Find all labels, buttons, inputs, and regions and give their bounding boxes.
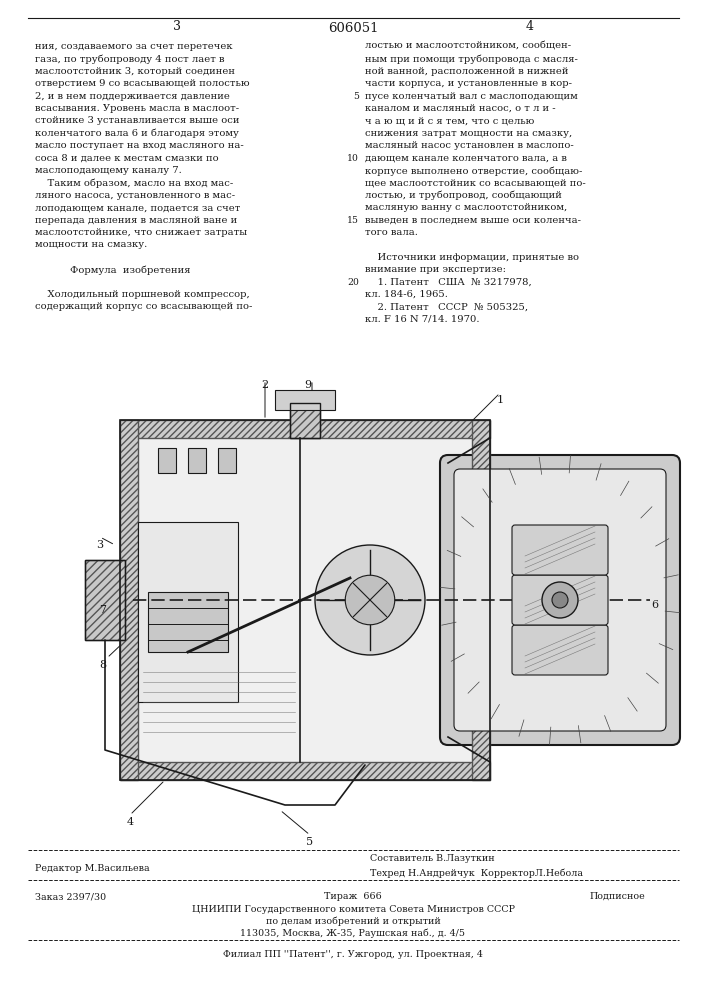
Text: ЦНИИПИ Государственного комитета Совета Министров СССР: ЦНИИПИ Государственного комитета Совета … <box>192 905 515 914</box>
Text: кл. F 16 N 7/14. 1970.: кл. F 16 N 7/14. 1970. <box>365 315 479 324</box>
Text: 15: 15 <box>347 216 359 225</box>
Text: 606051: 606051 <box>328 22 378 35</box>
Text: маслоподающему каналу 7.: маслоподающему каналу 7. <box>35 166 182 175</box>
Text: ным при помощи трубопровода с масля-: ным при помощи трубопровода с масля- <box>365 54 578 64</box>
Text: Источники информации, принятые во: Источники информации, принятые во <box>365 253 579 262</box>
Circle shape <box>542 582 578 618</box>
Text: 3: 3 <box>96 540 103 550</box>
Text: 7: 7 <box>100 605 107 615</box>
Text: кл. 184-6, 1965.: кл. 184-6, 1965. <box>365 290 448 299</box>
Bar <box>472 420 490 780</box>
Text: корпусе выполнено отверстие, сообщаю-: корпусе выполнено отверстие, сообщаю- <box>365 166 583 176</box>
FancyBboxPatch shape <box>512 625 608 675</box>
Text: перепада давления в масляной ване и: перепада давления в масляной ване и <box>35 216 238 225</box>
Text: 2: 2 <box>262 380 269 390</box>
Bar <box>85 560 125 640</box>
Text: 4: 4 <box>526 19 534 32</box>
Text: 20: 20 <box>347 278 359 287</box>
Text: 8: 8 <box>100 660 107 670</box>
FancyBboxPatch shape <box>512 575 608 625</box>
Text: части корпуса, и установленные в кор-: части корпуса, и установленные в кор- <box>365 79 572 88</box>
Bar <box>158 448 176 473</box>
Text: внимание при экспертизе:: внимание при экспертизе: <box>365 265 506 274</box>
Text: ной ванной, расположенной в нижней: ной ванной, расположенной в нижней <box>365 67 568 76</box>
Text: по делам изобретений и открытий: по делам изобретений и открытий <box>266 917 440 926</box>
Text: Таким образом, масло на вход мас-: Таким образом, масло на вход мас- <box>35 178 233 188</box>
Text: щее маслоотстойник со всасывающей по-: щее маслоотстойник со всасывающей по- <box>365 178 586 187</box>
Bar <box>188 448 206 473</box>
Text: маслоотстойник 3, который соединен: маслоотстойник 3, который соединен <box>35 67 235 76</box>
Text: Тираж  666: Тираж 666 <box>324 892 382 901</box>
Text: Техред Н.Андрейчук  КорректорЛ.Небола: Техред Н.Андрейчук КорректорЛ.Небола <box>370 868 583 878</box>
Text: стойнике 3 устанавливается выше оси: стойнике 3 устанавливается выше оси <box>35 116 240 125</box>
Text: ляного насоса, установленного в мас-: ляного насоса, установленного в мас- <box>35 191 235 200</box>
FancyBboxPatch shape <box>454 469 666 731</box>
Text: масло поступает на вход масляного на-: масло поступает на вход масляного на- <box>35 141 244 150</box>
Text: лостью, и трубопровод, сообщающий: лостью, и трубопровод, сообщающий <box>365 191 562 200</box>
Text: газа, по трубопроводу 4 пост лает в: газа, по трубопроводу 4 пост лает в <box>35 54 225 64</box>
Text: 2, и в нем поддерживается давление: 2, и в нем поддерживается давление <box>35 92 230 101</box>
Text: Холодильный поршневой компрессор,: Холодильный поршневой компрессор, <box>35 290 250 299</box>
Text: Формула  изобретения: Формула изобретения <box>70 265 190 275</box>
Bar <box>148 592 228 652</box>
Text: 5: 5 <box>353 92 359 101</box>
Text: отверстием 9 со всасывающей полостью: отверстием 9 со всасывающей полостью <box>35 79 250 88</box>
Bar <box>120 762 490 780</box>
Text: снижения затрат мощности на смазку,: снижения затрат мощности на смазку, <box>365 129 572 138</box>
Text: 3: 3 <box>173 19 181 32</box>
Text: 4: 4 <box>127 817 134 827</box>
Text: соса 8 и далее к местам смазки по: соса 8 и далее к местам смазки по <box>35 154 218 163</box>
Text: Подписное: Подписное <box>589 892 645 901</box>
Text: всасывания. Уровень масла в маслоот-: всасывания. Уровень масла в маслоот- <box>35 104 239 113</box>
Text: маслоотстойнике, что снижает затраты: маслоотстойнике, что снижает затраты <box>35 228 247 237</box>
Text: 2. Патент   СССР  № 505325,: 2. Патент СССР № 505325, <box>365 302 528 311</box>
Text: 5: 5 <box>306 837 314 847</box>
Text: 1: 1 <box>496 395 503 405</box>
Text: Редактор М.Васильева: Редактор М.Васильева <box>35 864 150 873</box>
Text: того вала.: того вала. <box>365 228 418 237</box>
Bar <box>290 403 320 438</box>
Text: 9: 9 <box>305 380 312 390</box>
Bar <box>275 390 335 410</box>
Text: каналом и масляный насос, о т л и -: каналом и масляный насос, о т л и - <box>365 104 556 113</box>
Text: пусе коленчатый вал с маслоподающим: пусе коленчатый вал с маслоподающим <box>365 92 578 101</box>
Text: лостью и маслоотстойником, сообщен-: лостью и маслоотстойником, сообщен- <box>365 42 571 51</box>
FancyBboxPatch shape <box>440 455 680 745</box>
Bar <box>290 403 320 438</box>
Circle shape <box>315 545 425 655</box>
Text: ния, создаваемого за счет перетечек: ния, создаваемого за счет перетечек <box>35 42 233 51</box>
Circle shape <box>345 575 395 625</box>
Text: дающем канале коленчатого вала, а в: дающем канале коленчатого вала, а в <box>365 154 567 163</box>
Text: Составитель В.Лазуткин: Составитель В.Лазуткин <box>370 854 495 863</box>
Bar <box>138 438 472 762</box>
Text: ч а ю щ и й с я тем, что с целью: ч а ю щ и й с я тем, что с целью <box>365 116 534 125</box>
Text: лоподающем канале, подается за счет: лоподающем канале, подается за счет <box>35 203 240 212</box>
Text: 6: 6 <box>651 600 658 610</box>
Text: 113035, Москва, Ж-35, Раушская наб., д. 4/5: 113035, Москва, Ж-35, Раушская наб., д. … <box>240 929 465 938</box>
Bar <box>120 420 138 780</box>
Text: масляную ванну с маслоотстойником,: масляную ванну с маслоотстойником, <box>365 203 567 212</box>
Text: масляный насос установлен в маслопо-: масляный насос установлен в маслопо- <box>365 141 574 150</box>
Text: содержащий корпус со всасывающей по-: содержащий корпус со всасывающей по- <box>35 302 252 311</box>
FancyBboxPatch shape <box>512 525 608 575</box>
Text: Филиал ПП ''Патент'', г. Ужгород, ул. Проектная, 4: Филиал ПП ''Патент'', г. Ужгород, ул. Пр… <box>223 950 483 959</box>
Bar <box>218 448 236 473</box>
Text: коленчатого вала 6 и благодаря этому: коленчатого вала 6 и благодаря этому <box>35 129 239 138</box>
Circle shape <box>552 592 568 608</box>
Bar <box>85 560 125 640</box>
Text: 10: 10 <box>347 154 359 163</box>
Text: Заказ 2397/30: Заказ 2397/30 <box>35 892 106 901</box>
Text: мощности на смазку.: мощности на смазку. <box>35 240 147 249</box>
Bar <box>138 522 238 702</box>
Text: выведен в последнем выше оси коленча-: выведен в последнем выше оси коленча- <box>365 216 581 225</box>
Bar <box>120 420 490 438</box>
Text: 1. Патент   США  № 3217978,: 1. Патент США № 3217978, <box>365 278 532 287</box>
Bar <box>120 420 490 780</box>
